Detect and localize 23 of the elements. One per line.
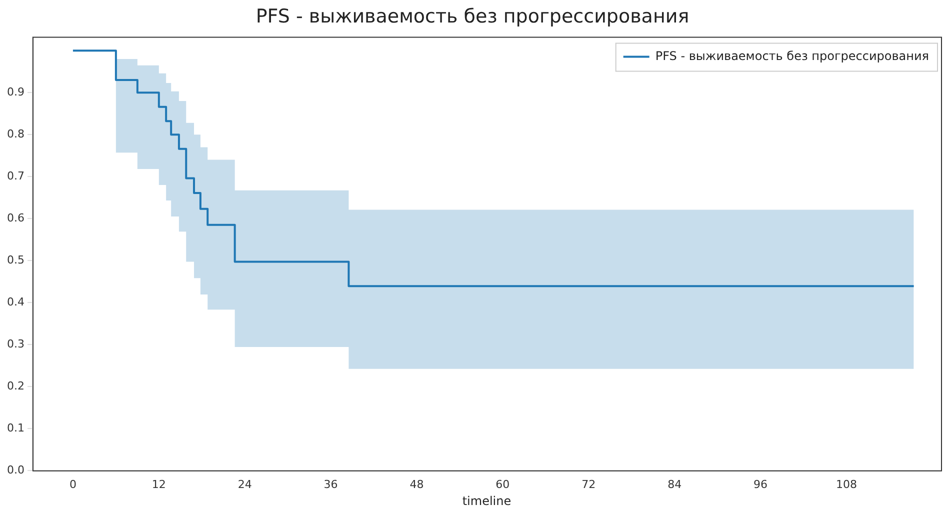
chart-title: PFS - выживаемость без прогрессирования (256, 5, 690, 28)
y-tick-label: 0.1 (6, 421, 24, 434)
x-tick-label: 24 (238, 478, 252, 491)
y-tick-label: 0.4 (6, 295, 24, 308)
x-tick-label: 72 (582, 478, 596, 491)
x-tick-label: 60 (496, 478, 510, 491)
y-tick-label: 0.7 (6, 169, 24, 182)
y-tick-label: 0.6 (6, 211, 24, 224)
y-tick-label: 0.5 (6, 253, 24, 266)
legend-label: PFS - выживаемость без прогрессирования (655, 48, 930, 63)
y-tick-label: 0.2 (6, 379, 24, 392)
x-tick-label: 12 (152, 478, 166, 491)
x-tick-label: 48 (410, 478, 424, 491)
x-tick-label: 36 (324, 478, 338, 491)
x-tick-label: 108 (836, 478, 857, 491)
x-tick-label: 96 (754, 478, 768, 491)
x-tick-label: 0 (69, 478, 76, 491)
x-tick-label: 84 (668, 478, 682, 491)
y-tick-label: 0.9 (6, 85, 24, 98)
x-axis-title: timeline (462, 494, 512, 508)
y-tick-label: 0.3 (6, 337, 24, 350)
y-tick-label: 0.0 (6, 463, 24, 476)
y-tick-label: 0.8 (6, 127, 24, 140)
